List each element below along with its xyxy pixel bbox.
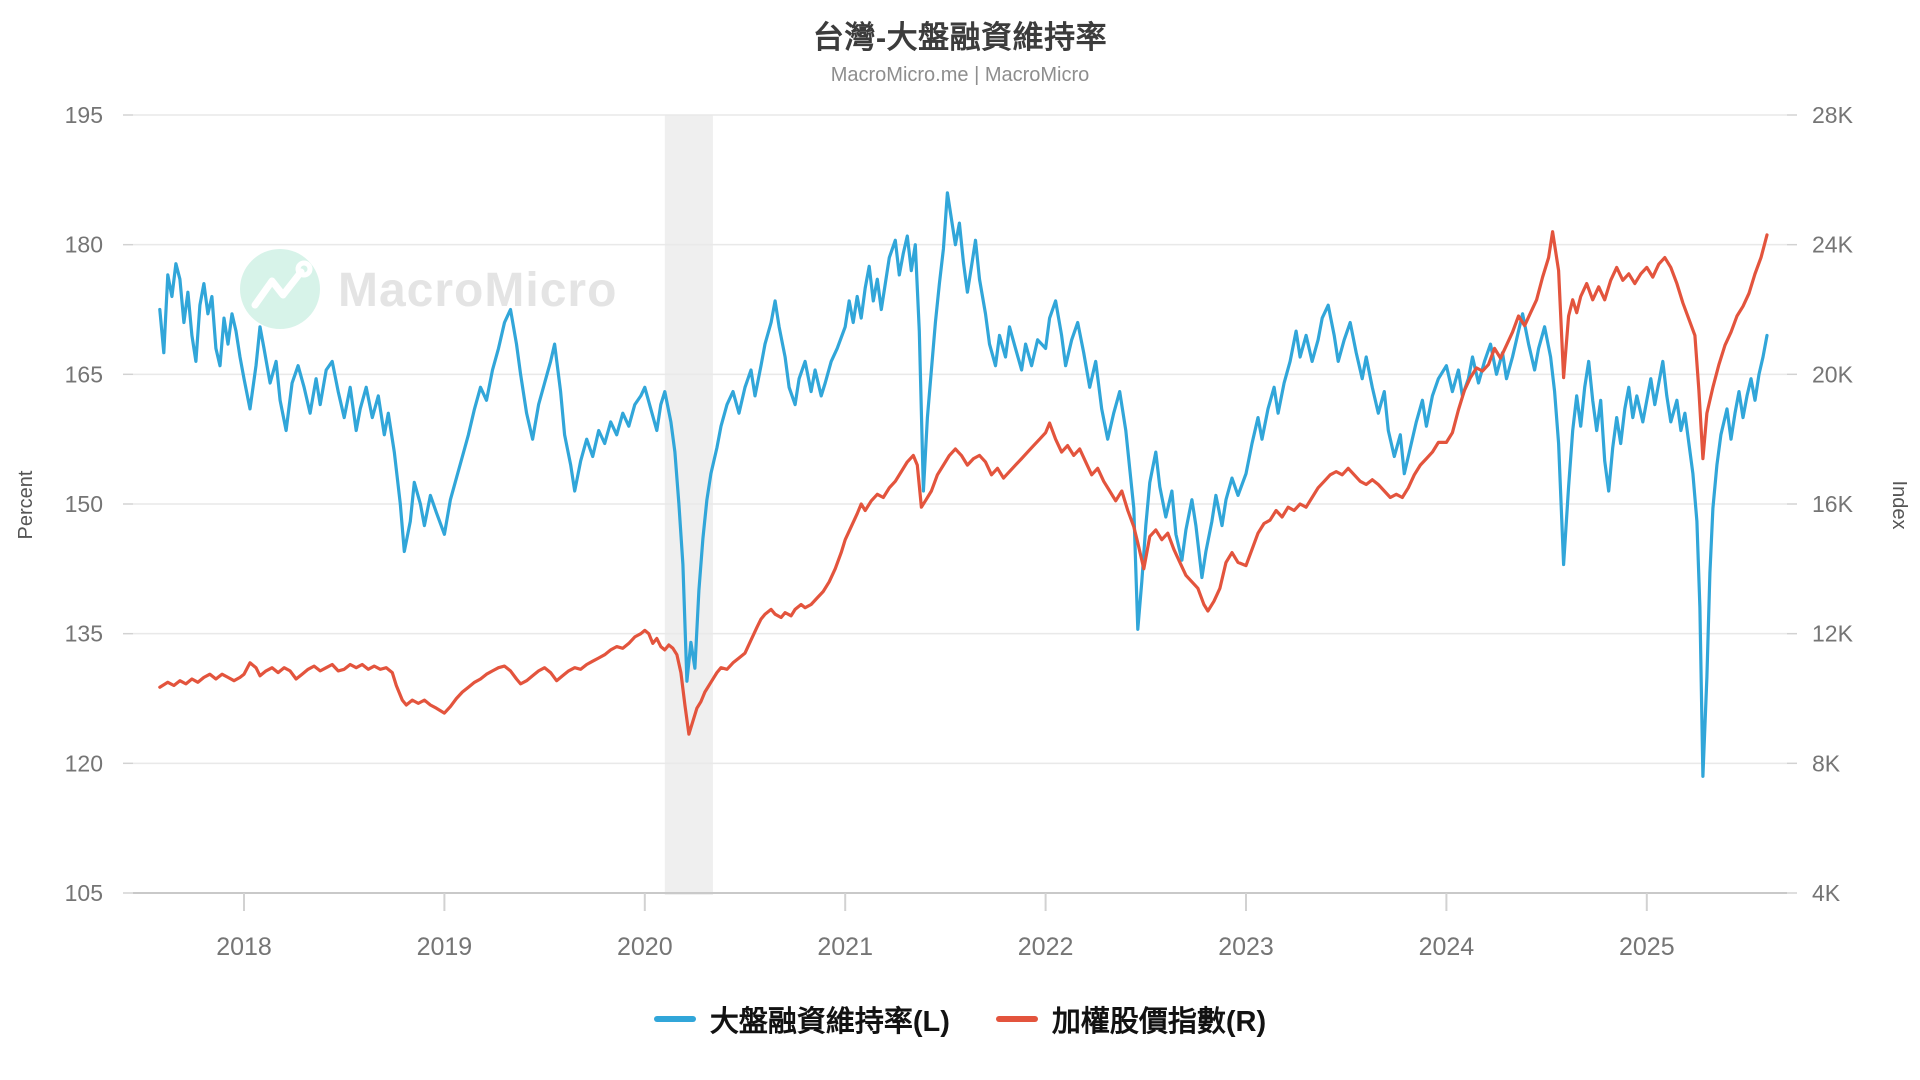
left-axis-tick-label: 150	[65, 491, 103, 517]
x-axis-tick-label: 2025	[1619, 933, 1675, 961]
axis-labels-layer: 195 28K 180 24K 165 20K 150 16K 135 12K 120 8K 105 4K…	[65, 102, 1854, 961]
left-axis-tick-label: 195	[65, 102, 103, 128]
x-axis-tick-label: 2023	[1218, 933, 1274, 961]
right-axis-tick-label: 20K	[1812, 361, 1854, 387]
macromicro-zigzag-icon	[251, 268, 305, 309]
right-axis-tick-label: 16K	[1812, 491, 1854, 517]
watermark: MacroMicro	[240, 249, 617, 329]
legend-item-weighted-stock-index[interactable]: 加權股價指數(R)	[995, 998, 1267, 1040]
series-layer	[158, 191, 1769, 778]
legend-label-margin-maintenance-ratio: 大盤融資維持率(L)	[709, 1006, 950, 1038]
left-axis-title: Percent	[15, 470, 37, 539]
chart-canvas[interactable]: MacroMicro 195 28K 180 24K 165 20K 150 16K 135 12…	[0, 0, 1920, 985]
x-axis-tick-label: 2021	[817, 933, 873, 961]
chart-subtitle: MacroMicro.me | MacroMicro	[830, 64, 1090, 86]
right-axis-tick-label: 28K	[1812, 102, 1854, 128]
legend-swatch-red	[995, 1016, 1038, 1022]
right-axis-tick-label: 8K	[1812, 750, 1841, 776]
x-axis-tick-label: 2019	[417, 933, 473, 961]
right-axis-tick-label: 12K	[1812, 621, 1854, 647]
legend-swatch-blue	[653, 1016, 696, 1022]
left-axis-tick-label: 120	[65, 750, 103, 776]
left-axis-tick-label: 135	[65, 621, 103, 647]
left-axis-tick-label: 180	[65, 232, 103, 258]
plot-hover-area[interactable]	[133, 115, 1787, 895]
taiex-index-line	[158, 230, 1769, 736]
legend-item-margin-maintenance-ratio[interactable]: 大盤融資維持率(L)	[653, 998, 950, 1040]
right-axis-title: Index	[1888, 481, 1910, 530]
right-axis-tick-label: 4K	[1812, 880, 1841, 906]
left-axis-tick-label: 105	[65, 880, 103, 906]
x-axis-tick-label: 2022	[1018, 933, 1074, 961]
chart-title: 台灣-大盤融資維持率	[812, 20, 1108, 55]
margin-maintenance-ratio-line	[158, 191, 1769, 778]
watermark-brand-text: MacroMicro	[338, 264, 617, 317]
grid-layer	[123, 114, 1797, 911]
x-axis-tick-label: 2024	[1419, 933, 1475, 961]
right-axis-tick-label: 24K	[1812, 232, 1854, 258]
left-axis-tick-label: 165	[65, 361, 103, 387]
x-axis-tick-label: 2020	[617, 933, 673, 961]
macromicro-logo-dot-icon	[295, 260, 313, 278]
legend: 大盤融資維持率(L) 加權股價指數(R)	[0, 998, 1920, 1040]
x-axis-tick-label: 2018	[216, 933, 272, 961]
legend-label-weighted-stock-index: 加權股價指數(R)	[1051, 1006, 1267, 1038]
